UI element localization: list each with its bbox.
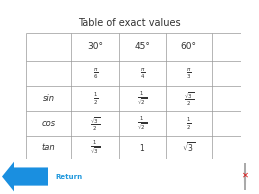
Circle shape — [244, 163, 245, 190]
Text: $\frac{1}{\sqrt{3}}$: $\frac{1}{\sqrt{3}}$ — [90, 139, 100, 156]
Text: $\frac{\pi}{6}$: $\frac{\pi}{6}$ — [92, 66, 98, 81]
Text: 30°: 30° — [87, 42, 103, 51]
Text: $\frac{1}{\sqrt{2}}$: $\frac{1}{\sqrt{2}}$ — [138, 90, 148, 107]
Text: sin: sin — [42, 94, 54, 103]
Text: $\frac{\sqrt{3}}{2}$: $\frac{\sqrt{3}}{2}$ — [184, 90, 194, 107]
Text: ✕: ✕ — [241, 170, 248, 179]
Text: $\sqrt{3}$: $\sqrt{3}$ — [182, 141, 196, 154]
Text: $\frac{1}{\sqrt{2}}$: $\frac{1}{\sqrt{2}}$ — [138, 115, 148, 132]
Text: tan: tan — [42, 143, 55, 152]
Text: cos: cos — [41, 119, 55, 128]
Text: $\frac{1}{2}$: $\frac{1}{2}$ — [92, 90, 98, 107]
Text: $\frac{1}{2}$: $\frac{1}{2}$ — [186, 116, 191, 132]
Text: $\frac{\pi}{4}$: $\frac{\pi}{4}$ — [140, 66, 145, 81]
Text: $1$: $1$ — [140, 142, 146, 153]
Text: Table of exact values: Table of exact values — [78, 18, 181, 28]
Text: Maths4Scotland: Maths4Scotland — [4, 3, 74, 12]
Text: 45°: 45° — [135, 42, 150, 51]
Text: $\frac{\pi}{3}$: $\frac{\pi}{3}$ — [186, 66, 191, 81]
Text: 60°: 60° — [181, 42, 197, 51]
Text: Return: Return — [55, 174, 82, 179]
Text: $\frac{\sqrt{3}}{2}$: $\frac{\sqrt{3}}{2}$ — [90, 115, 100, 133]
FancyArrow shape — [2, 162, 48, 191]
Text: Higher: Higher — [226, 3, 255, 12]
